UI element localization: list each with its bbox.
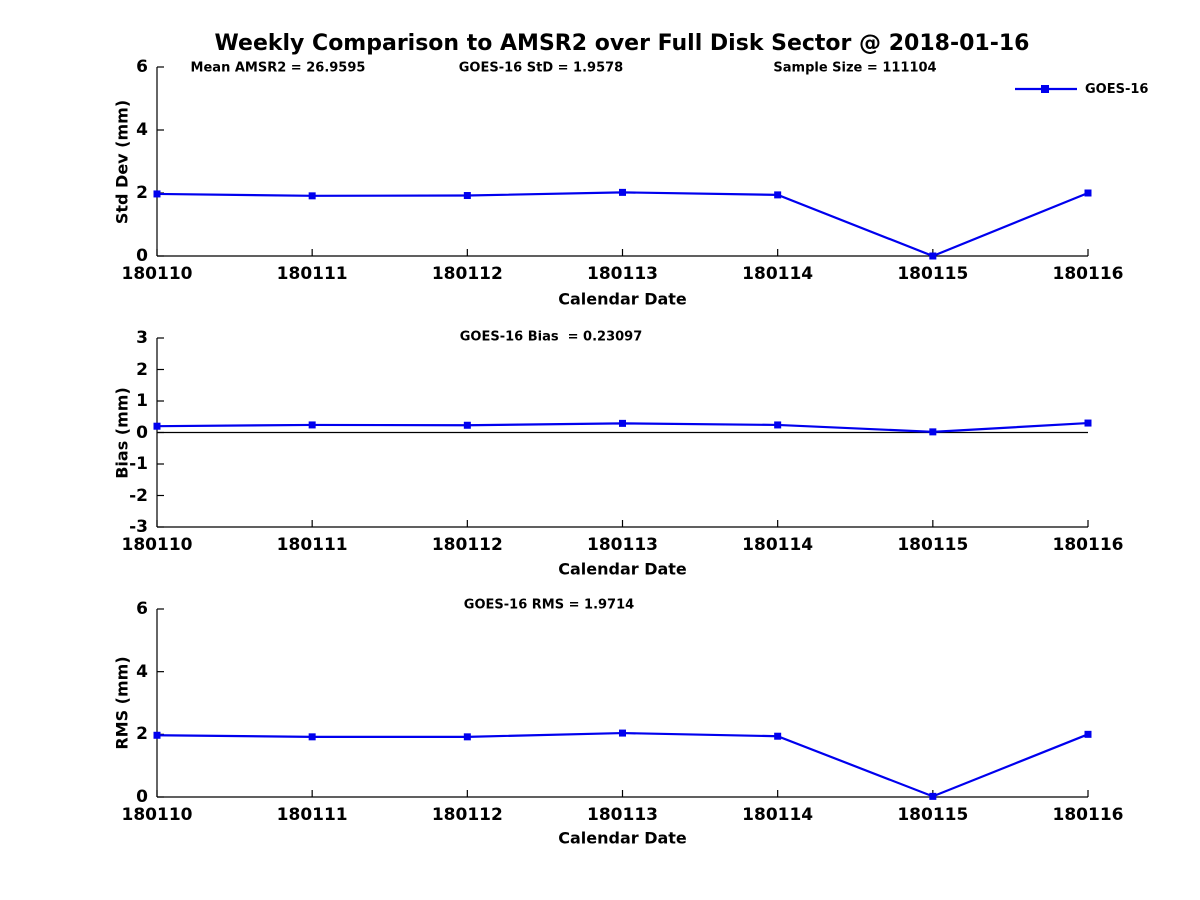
y-tick-label: 2 [136, 359, 148, 380]
series-line [156, 731, 1089, 798]
y-tick-label: 3 [136, 328, 148, 348]
legend: GOES-16 [1014, 80, 1148, 98]
y-tick-label: 6 [136, 599, 148, 619]
data-point-marker [619, 729, 626, 737]
x-tick-label: 180111 [276, 805, 348, 825]
x-tick-label: 180115 [897, 264, 969, 284]
y-tick-label: 0 [136, 422, 148, 443]
x-tick-label: 180113 [587, 535, 658, 555]
data-point-marker [929, 792, 937, 800]
data-point-marker [619, 188, 626, 196]
x-tick-label: 180111 [276, 264, 348, 284]
x-tick-label: 180112 [431, 535, 503, 555]
data-point-marker [619, 419, 626, 427]
data-point-marker [929, 428, 937, 436]
x-tick-label: 180111 [276, 535, 348, 555]
x-tick-label: 180112 [431, 805, 503, 825]
y-tick-label: -3 [129, 517, 148, 537]
annotation-text: GOES-16 Bias = 0.23097 [459, 329, 643, 345]
data-point-marker [308, 421, 316, 429]
x-tick-label: 180110 [121, 264, 193, 284]
annotation-text: Mean AMSR2 = 26.9595 [190, 60, 366, 76]
data-point-marker [774, 732, 782, 740]
x-tick-label: 180115 [897, 805, 969, 825]
y-tick-label: 0 [136, 246, 148, 266]
y-axis-title: Bias (mm) [112, 386, 132, 479]
data-point-marker [153, 731, 161, 739]
data-point-marker [463, 192, 471, 200]
data-point-marker [1084, 419, 1092, 427]
y-tick-label: 4 [136, 120, 148, 140]
figure-title: Weekly Comparison to AMSR2 over Full Dis… [214, 31, 1030, 56]
x-tick-label: 180112 [431, 264, 503, 284]
x-tick-label: 180113 [587, 264, 658, 284]
data-point-marker [153, 422, 161, 430]
y-axis-title: Std Dev (mm) [112, 99, 132, 224]
x-tick-label: 180110 [121, 805, 193, 825]
y-tick-label: 1 [136, 391, 148, 411]
x-tick-label: 180116 [1052, 535, 1124, 555]
data-point-marker [774, 191, 782, 199]
y-tick-label: 2 [136, 724, 148, 745]
x-axis-title: Calendar Date [558, 289, 687, 309]
annotation-text: GOES-16 RMS = 1.9714 [463, 597, 635, 613]
data-point-marker [929, 252, 937, 260]
x-tick-label: 180113 [587, 805, 658, 825]
data-point-marker [774, 421, 782, 429]
data-point-marker [1084, 730, 1092, 738]
x-tick-label: 180114 [742, 264, 814, 284]
x-axis-title: Calendar Date [558, 559, 687, 579]
x-tick-label: 180115 [897, 535, 969, 555]
data-point-marker [463, 733, 471, 741]
y-tick-label: 6 [136, 57, 148, 77]
data-point-marker [308, 733, 316, 741]
data-point-marker [308, 192, 316, 200]
x-tick-label: 180116 [1052, 264, 1124, 284]
y-tick-label: -2 [129, 485, 148, 506]
annotation-text: GOES-16 StD = 1.9578 [458, 60, 624, 76]
x-tick-label: 180110 [121, 535, 193, 555]
data-point-marker [153, 190, 161, 198]
x-axis-title: Calendar Date [558, 828, 687, 848]
x-tick-label: 180116 [1052, 805, 1124, 825]
annotation-text: Sample Size = 111104 [773, 60, 937, 76]
y-tick-label: 0 [136, 787, 148, 807]
data-point-marker [463, 421, 471, 429]
legend-label: GOES-16 [1085, 81, 1149, 97]
y-tick-label: -1 [129, 454, 148, 474]
x-tick-label: 180114 [742, 805, 814, 825]
y-tick-label: 2 [136, 183, 148, 203]
y-tick-label: 4 [136, 661, 148, 682]
series-line [156, 191, 1089, 258]
x-tick-label: 180114 [742, 535, 814, 555]
y-axis-title: RMS (mm) [112, 656, 132, 750]
legend-line-sample-icon [1015, 85, 1077, 93]
data-point-marker [1084, 189, 1092, 197]
